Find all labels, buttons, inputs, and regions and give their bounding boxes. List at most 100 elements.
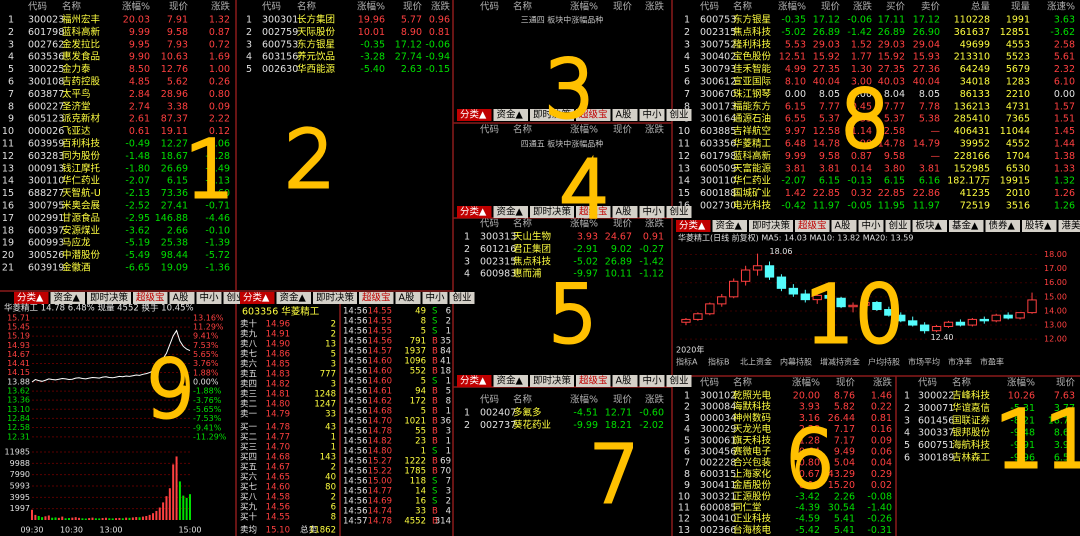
tab[interactable] (639, 375, 665, 387)
tab-label[interactable]: 股转▲ (1025, 220, 1052, 232)
tab-label[interactable]: 超级宝 (579, 206, 608, 218)
tab[interactable] (612, 206, 638, 218)
tab-label[interactable]: 即时决策 (533, 375, 572, 387)
tab[interactable] (530, 109, 574, 121)
tab[interactable] (612, 375, 638, 387)
tab[interactable] (1022, 220, 1057, 232)
tab[interactable] (169, 292, 195, 304)
tab-label[interactable]: 分类▲ (460, 375, 487, 387)
tab-label[interactable]: 创业 (670, 206, 689, 218)
tab[interactable] (530, 375, 574, 387)
tab-label[interactable]: A股 (835, 221, 851, 232)
tab-label[interactable]: 资金▲ (716, 220, 743, 232)
tab[interactable] (885, 220, 911, 232)
tab-label[interactable]: 分类▲ (679, 220, 706, 232)
tab-label[interactable]: 港美联动 (1062, 220, 1080, 232)
tab-label[interactable]: 创业 (670, 109, 689, 121)
tab[interactable] (493, 109, 529, 121)
tab-label[interactable]: 资金▲ (497, 206, 524, 218)
tab-label[interactable]: 中小 (200, 292, 220, 304)
tab[interactable] (985, 220, 1021, 232)
tab-label[interactable]: A股 (616, 207, 632, 218)
tab-label[interactable]: 超级宝 (362, 292, 391, 304)
tab[interactable] (676, 220, 711, 232)
tab[interactable] (493, 375, 529, 387)
tab[interactable] (912, 220, 948, 232)
tab[interactable] (133, 292, 168, 304)
tab[interactable] (666, 206, 692, 218)
tab[interactable] (666, 109, 692, 121)
tab-label[interactable]: 超级宝 (798, 220, 827, 232)
tab-label[interactable]: 分类▲ (460, 206, 487, 218)
tab-label[interactable]: 创业 (670, 375, 689, 387)
tab-label[interactable]: 中小 (643, 375, 663, 387)
tab[interactable] (612, 109, 638, 121)
tab-label[interactable]: 中小 (426, 292, 446, 304)
tab[interactable] (395, 292, 421, 304)
tab[interactable] (457, 375, 492, 387)
tab[interactable] (576, 109, 611, 121)
tab-label[interactable]: 板块▲ (916, 220, 943, 232)
indicator-tab[interactable]: 指标B (708, 357, 730, 367)
tab-label[interactable]: 资金▲ (497, 375, 524, 387)
tab[interactable] (576, 375, 611, 387)
tab[interactable] (639, 206, 665, 218)
indicator-tab[interactable]: 指标A (676, 357, 698, 367)
tab-label[interactable]: 资金▲ (54, 292, 81, 304)
tab-label[interactable]: A股 (616, 110, 632, 121)
indicator-tab[interactable]: 市净率 (948, 357, 972, 367)
indicator-tab[interactable]: 市盈率 (980, 357, 1004, 367)
tab-label[interactable]: 基金▲ (952, 220, 979, 232)
tab-label[interactable]: 中小 (862, 220, 882, 232)
tab[interactable] (276, 292, 312, 304)
tab-label[interactable]: 分类▲ (243, 292, 270, 304)
tab[interactable] (493, 206, 529, 218)
tab-label[interactable]: 超级宝 (579, 109, 608, 121)
tab[interactable] (313, 292, 357, 304)
tab-label[interactable]: 即时决策 (90, 292, 129, 304)
tab-label[interactable]: 资金▲ (497, 109, 524, 121)
tab-label[interactable]: 即时决策 (533, 206, 572, 218)
tab-label[interactable]: 即时决策 (752, 220, 791, 232)
tab-label[interactable]: 创业 (453, 292, 472, 304)
tab-label[interactable]: 分类▲ (460, 109, 487, 121)
tab[interactable] (576, 206, 611, 218)
tab[interactable] (749, 220, 793, 232)
tab[interactable] (449, 292, 475, 304)
tab[interactable] (196, 292, 222, 304)
tab[interactable] (530, 206, 574, 218)
tab-label[interactable]: A股 (399, 293, 415, 304)
tab[interactable] (858, 220, 884, 232)
tab-label[interactable]: 超级宝 (136, 292, 165, 304)
tab-label[interactable]: 债券▲ (989, 220, 1016, 232)
tab[interactable] (712, 220, 748, 232)
indicator-tab[interactable]: 市场平均 (908, 357, 940, 367)
indicator-tab[interactable]: 内幕持股 (780, 357, 812, 367)
tab-label[interactable]: A股 (173, 293, 189, 304)
indicator-tab[interactable]: 户均持股 (868, 357, 900, 367)
tab-label[interactable]: 分类▲ (17, 292, 44, 304)
tab[interactable] (50, 292, 86, 304)
tab[interactable] (795, 220, 830, 232)
tab-label[interactable]: 中小 (643, 206, 663, 218)
tab-label[interactable]: 中小 (643, 109, 663, 121)
tab-label[interactable]: A股 (616, 376, 632, 387)
tab[interactable] (666, 375, 692, 387)
tab-label[interactable]: 创业 (889, 220, 908, 232)
tab[interactable] (1058, 220, 1080, 232)
tab-label[interactable]: 即时决策 (533, 109, 572, 121)
tab[interactable] (457, 206, 492, 218)
tab[interactable] (87, 292, 131, 304)
indicator-tab[interactable]: 北上资金 (740, 357, 772, 367)
tab[interactable] (240, 292, 275, 304)
tab[interactable] (831, 220, 857, 232)
tab[interactable] (14, 292, 49, 304)
tab[interactable] (949, 220, 984, 232)
indicator-tab[interactable]: 增减持资金 (820, 357, 860, 367)
tab[interactable] (457, 109, 492, 121)
tab[interactable] (359, 292, 394, 304)
tab-label[interactable]: 资金▲ (280, 292, 307, 304)
tab[interactable] (422, 292, 448, 304)
tab-label[interactable]: 超级宝 (579, 375, 608, 387)
tab[interactable] (639, 109, 665, 121)
